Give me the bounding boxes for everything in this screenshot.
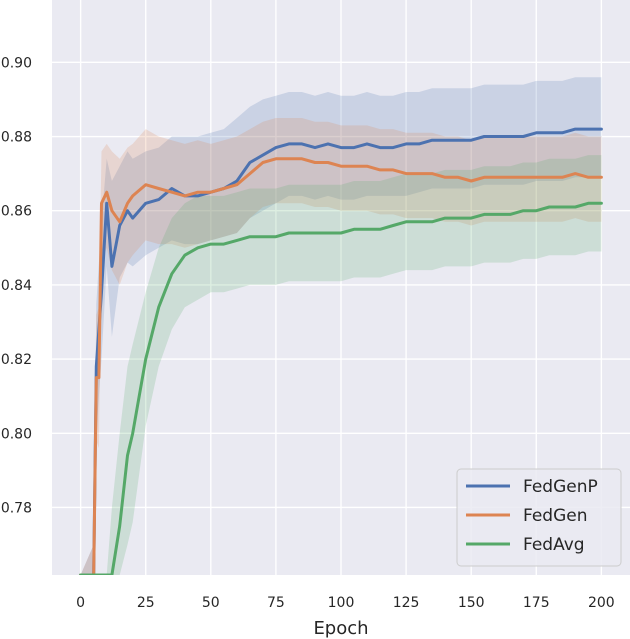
legend: FedGenP FedGen FedAvg [456, 468, 622, 567]
x-tick-label: 175 [523, 595, 550, 611]
x-tick-label: 125 [393, 595, 420, 611]
legend-label-fedgenp: FedGenP [523, 477, 598, 497]
x-tick-label: 0 [76, 595, 85, 611]
x-tick-label: 100 [328, 595, 355, 611]
x-axis-title: Epoch [313, 618, 368, 639]
confidence-bands [80, 77, 602, 575]
series-lines [79, 127, 603, 575]
x-tick-label: 150 [458, 595, 485, 611]
x-tick-label: 25 [137, 595, 155, 611]
y-tick-label: 0.82 [1, 352, 32, 368]
x-tick-label: 75 [267, 595, 285, 611]
y-tick-label: 0.84 [1, 278, 32, 294]
x-tick-labels: 0 25 50 75 100 125 150 175 200 [76, 595, 615, 611]
series-line-fedgenp [79, 127, 603, 575]
y-tick-label: 0.86 [1, 204, 32, 220]
legend-label-fedavg: FedAvg [523, 535, 585, 555]
band-fedgen [80, 118, 602, 575]
band-fedgenp [80, 77, 602, 575]
y-tick-labels: 0.78 0.80 0.82 0.84 0.86 0.88 0.90 [1, 55, 32, 516]
legend-label-fedgen: FedGen [523, 506, 588, 526]
legend-box [456, 468, 622, 567]
x-tick-label: 200 [588, 595, 615, 611]
band-fedavg [80, 155, 602, 575]
y-tick-label: 0.88 [1, 130, 32, 146]
y-tick-label: 0.78 [1, 500, 32, 516]
x-tick-label: 50 [202, 595, 220, 611]
y-tick-label: 0.90 [1, 55, 32, 71]
y-tick-label: 0.80 [1, 426, 32, 442]
series-line-fedgen [79, 157, 603, 575]
series-line-fedavg [79, 201, 603, 575]
